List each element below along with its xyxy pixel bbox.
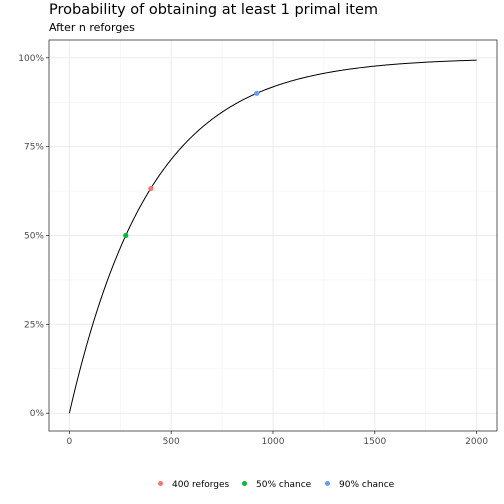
y-tick-label: 0% [30, 409, 45, 419]
legend-label: 50% chance [256, 480, 311, 490]
y-tick-label: 100% [18, 54, 44, 64]
legend-item-90-chance: 90% chance [325, 478, 394, 492]
data-point-90-chance [254, 91, 259, 96]
legend-item-50-chance: 50% chance [242, 478, 311, 492]
legend-dot-icon [158, 481, 163, 486]
legend-label: 90% chance [339, 480, 394, 490]
legend: 400 reforges 50% chance 90% chance [0, 478, 504, 492]
x-tick-label: 2000 [465, 437, 488, 447]
x-tick-label: 1000 [262, 437, 285, 447]
y-tick-label: 25% [24, 320, 44, 330]
y-tick-label: 50% [24, 232, 44, 242]
x-tick-label: 0 [66, 437, 72, 447]
data-point-50-chance [123, 233, 128, 238]
legend-dot-icon [325, 481, 330, 486]
x-tick-label: 500 [163, 437, 180, 447]
legend-dot-icon [242, 481, 247, 486]
data-point-400-reforges [148, 186, 153, 191]
x-tick-label: 1500 [363, 437, 386, 447]
y-tick-label: 75% [24, 143, 44, 153]
legend-item-400-reforges: 400 reforges [158, 478, 229, 492]
legend-label: 400 reforges [172, 480, 229, 490]
